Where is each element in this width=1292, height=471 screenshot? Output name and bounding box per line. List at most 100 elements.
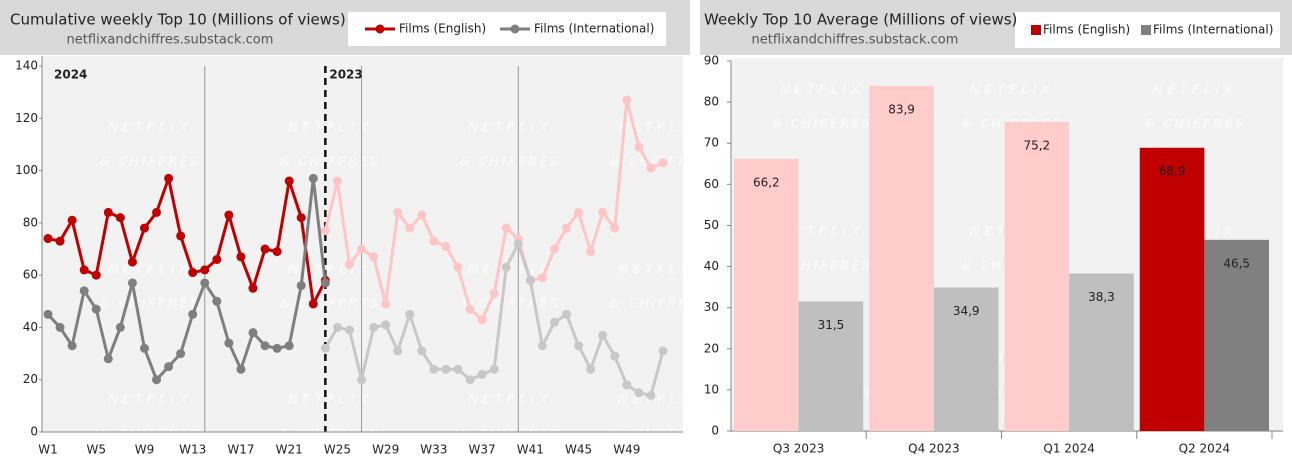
x-tick-label: W1 xyxy=(38,443,58,457)
point xyxy=(127,257,137,267)
point xyxy=(562,223,572,233)
point xyxy=(622,95,632,105)
value-label: 38,3 xyxy=(1088,290,1115,304)
bar xyxy=(1069,273,1134,431)
point xyxy=(272,343,282,353)
chart-subtitle: netflixandchiffres.substack.com xyxy=(752,33,959,48)
annotation: 2023 xyxy=(329,68,362,82)
point xyxy=(260,244,270,254)
point xyxy=(610,223,620,233)
y-tick-label: 0 xyxy=(711,424,719,438)
y-tick-label: 20 xyxy=(23,372,38,386)
point xyxy=(453,262,463,272)
value-label: 34,9 xyxy=(953,304,980,318)
point xyxy=(296,281,306,291)
point xyxy=(549,244,559,254)
value-label: 75,2 xyxy=(1023,138,1050,152)
x-tick-label: W5 xyxy=(86,443,106,457)
watermark: NETFLIX xyxy=(288,121,372,135)
watermark: NETFLIX xyxy=(288,393,372,407)
point xyxy=(103,207,113,217)
watermark: NETFLIX xyxy=(468,121,552,135)
value-label: 46,5 xyxy=(1223,256,1250,270)
point xyxy=(212,296,222,306)
point xyxy=(139,223,149,233)
point xyxy=(344,325,354,335)
point xyxy=(115,213,125,223)
x-tick-label: W49 xyxy=(613,443,640,457)
value-label: 66,2 xyxy=(753,175,780,189)
point xyxy=(236,364,246,374)
x-tick-label: W33 xyxy=(420,443,447,457)
point xyxy=(103,354,113,364)
point xyxy=(441,241,451,251)
point xyxy=(152,207,162,217)
point xyxy=(441,364,451,374)
point xyxy=(658,158,668,168)
point xyxy=(200,265,210,275)
watermark: & CHIFFRES xyxy=(100,297,200,311)
point xyxy=(513,239,523,249)
point xyxy=(405,309,415,319)
point xyxy=(537,341,547,351)
point xyxy=(429,364,439,374)
bar xyxy=(869,86,934,432)
watermark: NETFLIX xyxy=(108,263,192,277)
point xyxy=(188,309,198,319)
point xyxy=(634,142,644,152)
point xyxy=(127,278,137,288)
point xyxy=(598,207,608,217)
point xyxy=(152,375,162,385)
point xyxy=(212,254,222,264)
point xyxy=(417,346,427,356)
point xyxy=(610,351,620,361)
bar xyxy=(933,287,999,431)
point xyxy=(43,309,53,319)
watermark: & CHIFFRES xyxy=(280,297,380,311)
point xyxy=(200,278,210,288)
point xyxy=(55,322,65,332)
chart-subtitle: netflixandchiffres.substack.com xyxy=(67,33,274,48)
point xyxy=(381,320,391,330)
watermark: & CHIFFRES xyxy=(100,427,200,441)
point xyxy=(91,304,101,314)
point xyxy=(465,304,475,314)
y-tick-label: 100 xyxy=(15,163,38,177)
point xyxy=(320,226,330,236)
value-label: 68,9 xyxy=(1159,164,1186,178)
point xyxy=(176,231,186,241)
point xyxy=(332,322,342,332)
watermark: & CHIFFRES xyxy=(100,155,200,169)
x-tick-label: Q2 2024 xyxy=(1179,442,1230,456)
y-tick-label: 20 xyxy=(704,341,719,355)
legend-label: Films (English) xyxy=(399,22,486,36)
point xyxy=(562,309,572,319)
point xyxy=(248,283,258,293)
point xyxy=(489,288,499,298)
point xyxy=(79,286,89,296)
point xyxy=(369,252,379,262)
point xyxy=(393,207,403,217)
point xyxy=(393,346,403,356)
point xyxy=(586,247,596,257)
bar xyxy=(1139,147,1205,431)
point xyxy=(164,173,174,183)
x-tick-label: W45 xyxy=(565,443,592,457)
watermark: & CHIFFRES xyxy=(280,155,380,169)
point xyxy=(320,278,330,288)
watermark: & CHIFFRES xyxy=(460,427,560,441)
point xyxy=(381,299,391,309)
point xyxy=(67,215,77,225)
y-tick-label: 120 xyxy=(15,111,38,125)
x-tick-label: Q3 2023 xyxy=(773,442,824,456)
watermark: NETFLIX xyxy=(780,83,864,97)
chart-title: Cumulative weekly Top 10 (Millions of vi… xyxy=(10,11,346,29)
value-label: 31,5 xyxy=(818,318,845,332)
point xyxy=(296,213,306,223)
point xyxy=(574,207,584,217)
watermark: & CHIFFRES xyxy=(460,297,560,311)
y-tick-label: 70 xyxy=(704,136,719,150)
point xyxy=(477,315,487,325)
x-tick-label: W29 xyxy=(372,443,399,457)
